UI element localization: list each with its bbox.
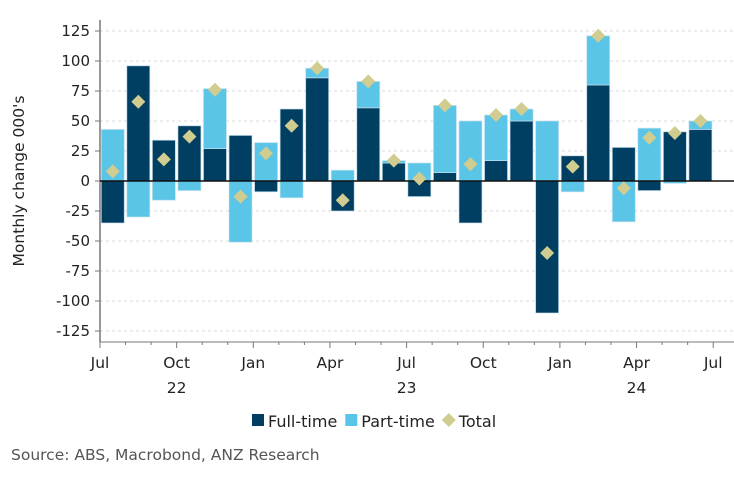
bar-part-time [586,35,611,86]
marker-total [540,246,555,260]
marker-total [386,153,401,168]
bar-part-time [458,120,483,182]
bar-part-time [203,88,227,149]
marker-total [693,114,708,128]
source-note: Source: ABS, Macrobond, ANZ Research [11,446,320,464]
y-tick-label: 75 [71,82,90,100]
y-tick-label: 100 [61,52,90,70]
bar-full-time [433,172,457,182]
bar-full-time [637,180,662,192]
x-tick-label: Oct [470,354,497,372]
marker-total [284,118,299,133]
legend-label: Part-time [361,412,435,431]
marker-total [591,28,606,43]
bar-full-time [203,148,227,182]
y-tick-label: 125 [61,22,90,40]
bar-full-time [484,160,508,182]
marker-total [182,129,197,144]
bar-full-time [586,84,611,182]
bar-part-time [560,180,585,193]
bar-full-time [509,120,534,182]
marker-total [361,74,376,89]
marker-total [105,164,120,179]
bar-full-time [254,180,278,193]
bar-part-time [279,180,304,199]
y-tick-label: -50 [66,232,91,250]
x-tick-label: Oct [163,354,190,372]
chart: -125 -100 -75 -50 -25 0 25 50 75 100 125 Monthly ch… [10,20,734,431]
bar-part-time [535,120,560,182]
bar-full-time [228,134,253,182]
marker-total [310,61,325,76]
bar-part-time [151,180,176,201]
bar-full-time [305,77,330,182]
marker-total [616,181,631,196]
marker-total [131,94,146,109]
legend-label: Total [458,412,496,431]
x-tick-label: Jul [703,354,723,372]
y-tick-label: -75 [66,262,91,280]
x-tick-label: Apr [623,354,650,372]
bar-full-time [611,146,636,182]
legend-swatch [345,414,358,426]
legend: Full-time Part-time Total [252,412,496,431]
marker-total [412,171,427,186]
y-tick-label: 0 [80,172,90,190]
x-year-label: 23 [397,379,417,397]
y-axis-label: Monthly change 000's [10,96,28,267]
marker-total [489,108,504,122]
y-tick-label: -100 [56,292,90,310]
x-tick-label: Jan [547,354,572,372]
legend-swatch [252,414,264,426]
marker-total [233,189,248,204]
bar-part-time [177,180,202,192]
bar-full-time [100,180,125,224]
marker-total [565,159,580,174]
bar-part-time [433,105,457,173]
bar-part-time [330,169,355,182]
x-tick-label: Jul [90,354,110,372]
bar-full-time [126,65,151,182]
marker-total [437,98,452,113]
y-tick-label: 50 [71,112,90,130]
x-tick-label: Jan [240,354,265,372]
bar-full-time [458,180,483,224]
legend-label: Full-time [268,412,337,431]
marker-total [642,130,657,145]
y-tick-label: -125 [56,322,90,340]
x-tick-label: Apr [317,354,344,372]
marker-total [259,146,274,161]
y-tick-label: 25 [71,142,90,160]
marker-total [156,152,171,167]
marker-total [667,126,682,140]
bar-full-time [688,128,713,182]
x-year-label: 24 [627,379,647,397]
marker-total [514,102,529,116]
marker-total [207,82,222,97]
bar-part-time [126,180,151,218]
y-tick-label: -25 [66,202,91,220]
marker-total [335,193,350,208]
legend-swatch [441,413,456,427]
bar-full-time [356,107,381,182]
x-year-label: 22 [167,379,187,397]
marker-total [463,157,478,172]
x-tick-label: Jul [396,354,416,372]
